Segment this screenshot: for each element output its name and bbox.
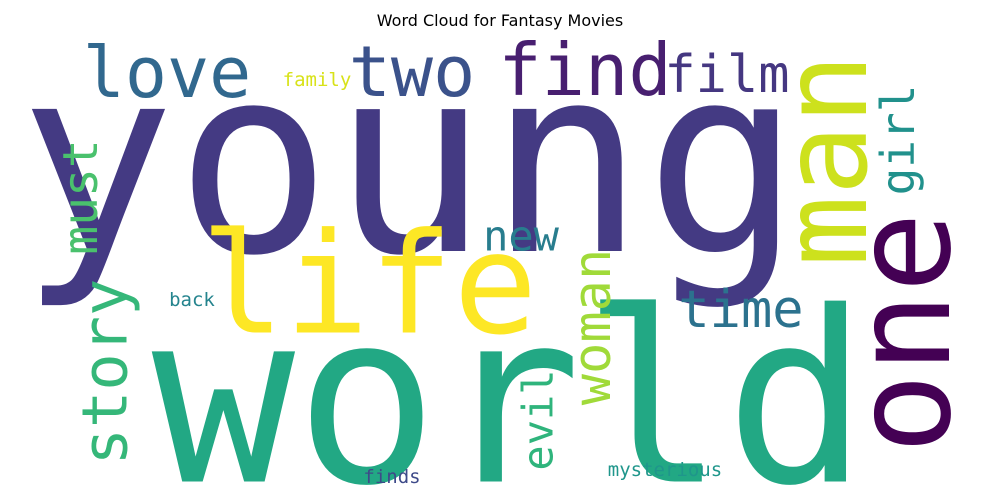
word-man: man	[756, 53, 894, 266]
word-back: back	[169, 289, 215, 311]
word-mysterious: mysterious	[608, 459, 722, 481]
word-evil: evil	[514, 369, 563, 470]
word-girl: girl	[871, 85, 925, 196]
word-story: story	[69, 279, 142, 466]
word-time: time	[678, 280, 803, 340]
word-woman: woman	[563, 249, 623, 406]
word-find: find	[498, 28, 671, 112]
word-one: one	[825, 212, 981, 454]
word-new: new	[483, 212, 560, 261]
word-love: love	[83, 32, 252, 114]
word-finds: finds	[363, 466, 420, 488]
word-world: world	[152, 262, 868, 500]
word-two: two	[349, 31, 475, 113]
word-film: film	[664, 45, 789, 105]
word-life: life	[200, 204, 537, 367]
word-family: family	[283, 69, 352, 91]
chart-title: Word Cloud for Fantasy Movies	[376, 11, 624, 30]
word-young: young	[19, 11, 802, 313]
word-must: must	[53, 139, 109, 255]
